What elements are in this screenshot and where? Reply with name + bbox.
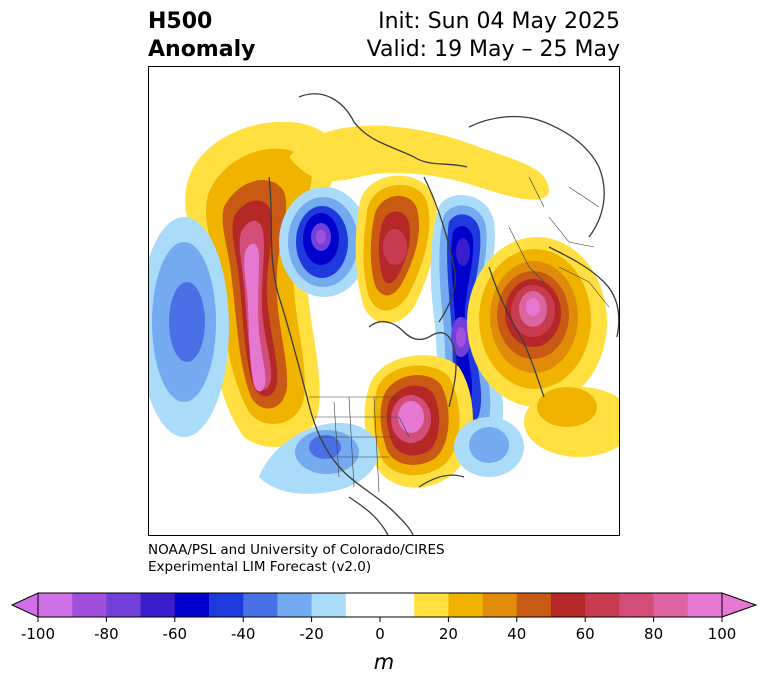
colorbar-segment [243, 593, 278, 617]
colorbar-segment [653, 593, 689, 617]
colorbar-tick-label: 80 [644, 625, 663, 643]
colorbar-segment [209, 593, 244, 617]
colorbar-segment [311, 593, 347, 617]
colorbar-tick-label: 100 [708, 625, 737, 643]
colorbar-segment [38, 593, 73, 617]
colorbar-segment [448, 593, 483, 617]
coastlines [268, 93, 619, 535]
colorbar-unit-label: m [373, 650, 395, 674]
colorbar-tick-label: -100 [21, 625, 55, 643]
map-canvas [149, 93, 619, 535]
anomaly-ridge-europe [467, 237, 607, 407]
colorbar-segment [277, 593, 312, 617]
title-anomaly: Anomaly [148, 37, 256, 62]
colorbar-segment [414, 593, 449, 617]
colorbar-tick-label: -60 [163, 625, 188, 643]
colorbar-segment [380, 593, 415, 617]
credit-line2: Experimental LIM Forecast (v2.0) [148, 559, 372, 575]
colorbar-tick-label: -20 [299, 625, 324, 643]
political-borders [309, 176, 610, 493]
colorbar-segment [585, 593, 620, 617]
credit-line1: NOAA/PSL and University of Colorado/CIRE… [148, 542, 445, 558]
colorbar-tick-label: 60 [576, 625, 595, 643]
anomaly-ridge-mediterranean [524, 387, 619, 457]
colorbar-max-extension [721, 592, 758, 618]
title-left: H500 Anomaly [148, 8, 255, 64]
title-right: Init: Sun 04 May 2025 Valid: 19 May – 25… [367, 8, 620, 64]
init-date: Init: Sun 04 May 2025 [378, 9, 620, 34]
anomaly-ridge-north-arc [289, 125, 549, 200]
colorbar-segment [482, 593, 518, 617]
colorbar-segment [140, 593, 176, 617]
colorbar-tick-label: -80 [94, 625, 119, 643]
colorbar-tick-label: 40 [507, 625, 526, 643]
credit-text: NOAA/PSL and University of Colorado/CIRE… [148, 542, 445, 576]
colorbar-min-extension [10, 592, 39, 618]
colorbar-segment [551, 593, 586, 617]
anomaly-trough-atlantic [430, 195, 504, 454]
valid-range: Valid: 19 May – 25 May [366, 37, 620, 62]
colorbar-segment [687, 593, 723, 617]
colorbar-segment [619, 593, 654, 617]
anomaly-ridge-eastern-canada [364, 355, 473, 488]
colorbar-tick-label: 0 [375, 625, 385, 643]
anomaly-trough-subtropical-atlantic [454, 417, 524, 477]
colorbar: -100 -80 -60 -40 -20 0 20 40 60 80 100 [10, 592, 758, 643]
colorbar-segment [106, 593, 141, 617]
anomaly-trough-arctic-west [279, 187, 369, 297]
colorbar-segment [345, 593, 381, 617]
anomaly-trough-offshore [149, 217, 229, 437]
title-variable: H500 [148, 9, 213, 34]
colorbar-tick-label: 20 [439, 625, 458, 643]
colorbar-segment [174, 593, 210, 617]
anomaly-map [148, 66, 620, 536]
colorbar-segment [72, 593, 107, 617]
colorbar-segment [516, 593, 552, 617]
colorbar-tick-label: -40 [231, 625, 256, 643]
anomaly-ridge-arctic [355, 175, 438, 324]
